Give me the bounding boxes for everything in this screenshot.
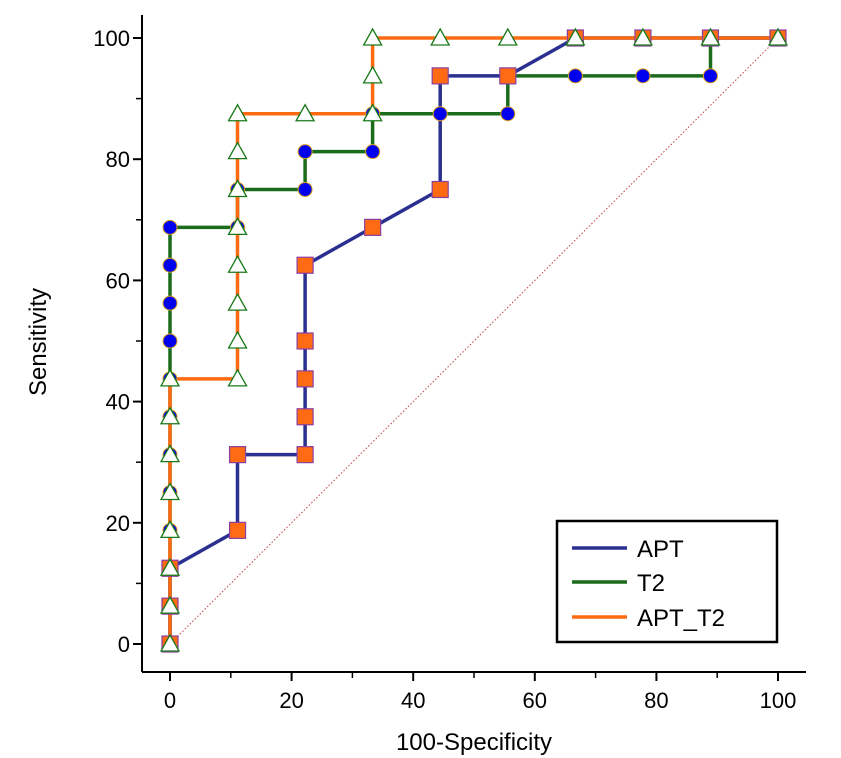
data-point-apt-t2 [227,330,248,349]
x-axis-title: 100-Specificity [396,729,552,756]
series-markers-layer [159,27,789,653]
data-point-apt [296,446,314,464]
data-point-apt-t2 [362,65,383,84]
data-point-t2 [365,144,381,160]
data-point-apt-t2 [632,27,654,46]
data-point-apt [431,180,449,199]
data-point-apt-t2 [227,254,248,273]
data-point-apt [296,408,314,426]
data-point-apt [364,218,382,236]
data-point-apt [431,67,449,85]
data-point-apt-t2 [700,27,721,46]
x-tick-label: 100 [760,688,797,713]
data-point-apt-t2 [227,103,248,122]
data-point-apt-t2 [430,27,451,46]
ticks [133,37,779,681]
y-tick-label: 40 [106,390,130,415]
data-point-apt [296,370,314,388]
data-point-apt-t2 [227,179,248,198]
tick-labels: 0 20 40 60 80 100 0 20 40 60 80 100 [93,26,796,713]
y-axis-title: Sensitivity [25,288,52,396]
data-point-apt-t2 [159,444,181,463]
data-point-apt-t2 [565,27,586,46]
legend-label-apt-t2: APT_T2 [637,605,725,632]
reference-line-layer [169,37,779,645]
data-point-apt-t2 [159,520,181,539]
data-point-t2 [162,219,178,235]
data-point-t2 [162,333,178,349]
x-tick-label: 60 [523,688,547,713]
y-tick-label: 0 [118,632,130,657]
data-point-apt-t2 [159,557,181,576]
data-point-apt-t2 [227,368,248,387]
data-point-apt [296,332,314,350]
data-point-apt-t2 [227,217,248,236]
data-point-apt-t2 [767,27,789,46]
x-tick-label: 20 [279,688,303,713]
data-point-t2 [297,182,313,197]
data-point-apt-t2 [159,482,181,501]
data-point-apt [296,256,314,274]
reference-diagonal-line [169,37,779,645]
y-tick-label: 20 [106,511,130,536]
data-point-t2 [432,106,448,122]
legend-label-apt: APT [637,536,684,563]
legend: APT T2 APT_T2 [555,519,779,644]
data-point-apt [228,521,247,539]
data-point-t2 [635,68,651,84]
data-point-apt-t2 [497,27,518,46]
data-point-apt-t2 [362,27,383,46]
data-point-t2 [567,68,583,84]
legend-label-t2: T2 [637,570,665,597]
data-point-apt-t2 [159,406,181,425]
data-point-apt-t2 [227,141,248,160]
series-line-apt [168,36,778,644]
data-point-apt-t2 [159,633,181,652]
x-tick-label: 0 [164,688,176,713]
y-tick-label: 60 [106,268,130,293]
data-point-t2 [702,68,718,84]
data-point-apt-t2 [294,103,316,122]
data-point-t2 [297,144,313,160]
data-point-apt [499,67,517,85]
data-point-apt [228,446,247,464]
data-point-t2 [162,295,178,311]
data-point-apt-t2 [159,368,181,387]
y-tick-label: 100 [93,26,130,51]
data-point-apt-t2 [362,103,383,122]
data-point-t2 [500,106,516,122]
data-point-t2 [162,257,178,273]
data-point-apt-t2 [159,595,181,614]
x-tick-label: 40 [401,688,425,713]
y-tick-label: 80 [106,147,130,172]
x-tick-label: 80 [644,688,668,713]
data-point-apt-t2 [227,292,248,311]
